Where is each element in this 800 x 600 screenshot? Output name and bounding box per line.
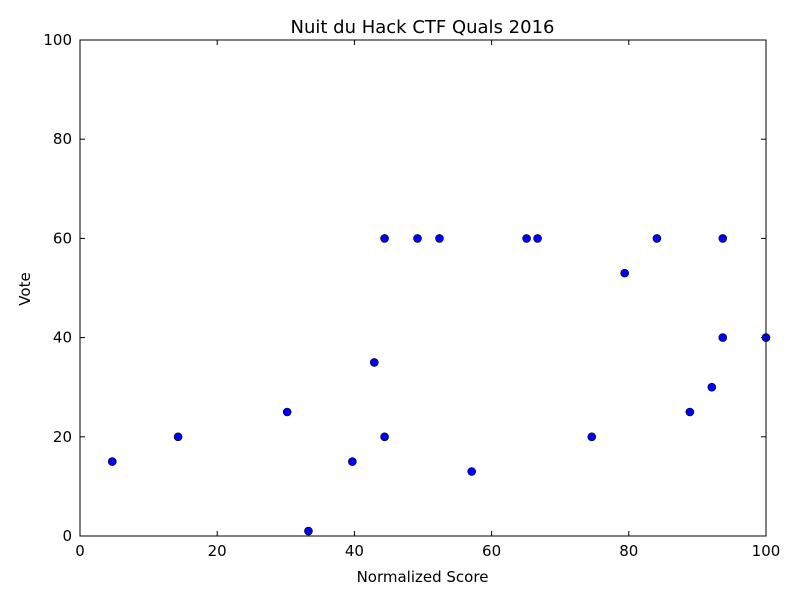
data-point bbox=[522, 234, 531, 243]
y-tick-label: 0 bbox=[62, 527, 72, 545]
data-point bbox=[467, 467, 477, 476]
data-point bbox=[304, 526, 313, 536]
x-tick-label: 80 bbox=[619, 542, 638, 560]
data-point bbox=[587, 432, 597, 442]
data-point bbox=[718, 234, 728, 243]
x-tick-label: 100 bbox=[752, 542, 781, 560]
chart-title: Nuit du Hack CTF Quals 2016 bbox=[291, 17, 555, 38]
data-point bbox=[173, 432, 183, 442]
x-tick-label: 0 bbox=[75, 542, 85, 560]
data-point bbox=[652, 234, 662, 243]
data-point bbox=[107, 457, 117, 466]
y-axis-label: Vote bbox=[16, 272, 34, 305]
data-point bbox=[718, 333, 728, 342]
tick-layer: 0 20 40 60 80 100 0 20 40 60 80 100 bbox=[43, 31, 780, 560]
y-tick-label: 40 bbox=[53, 329, 72, 347]
y-tick-label: 100 bbox=[43, 31, 72, 49]
data-point bbox=[380, 432, 389, 442]
data-point bbox=[413, 234, 422, 243]
data-point bbox=[533, 234, 542, 243]
data-point bbox=[707, 382, 717, 392]
x-tick-label: 40 bbox=[345, 542, 364, 560]
x-tick-label: 60 bbox=[482, 542, 501, 560]
x-axis-label: Normalized Score bbox=[357, 568, 489, 586]
y-tick-label: 60 bbox=[53, 229, 72, 247]
data-point bbox=[282, 407, 292, 417]
data-point bbox=[685, 407, 695, 417]
y-tick-label: 20 bbox=[53, 428, 72, 446]
points-layer bbox=[107, 234, 771, 536]
data-point bbox=[620, 268, 629, 278]
x-tick-label: 20 bbox=[208, 542, 227, 560]
plot-frame bbox=[79, 39, 767, 537]
y-tick-label: 80 bbox=[53, 130, 72, 148]
data-point bbox=[348, 457, 357, 466]
data-point bbox=[380, 234, 389, 243]
data-point bbox=[369, 358, 379, 367]
data-point bbox=[435, 234, 444, 243]
